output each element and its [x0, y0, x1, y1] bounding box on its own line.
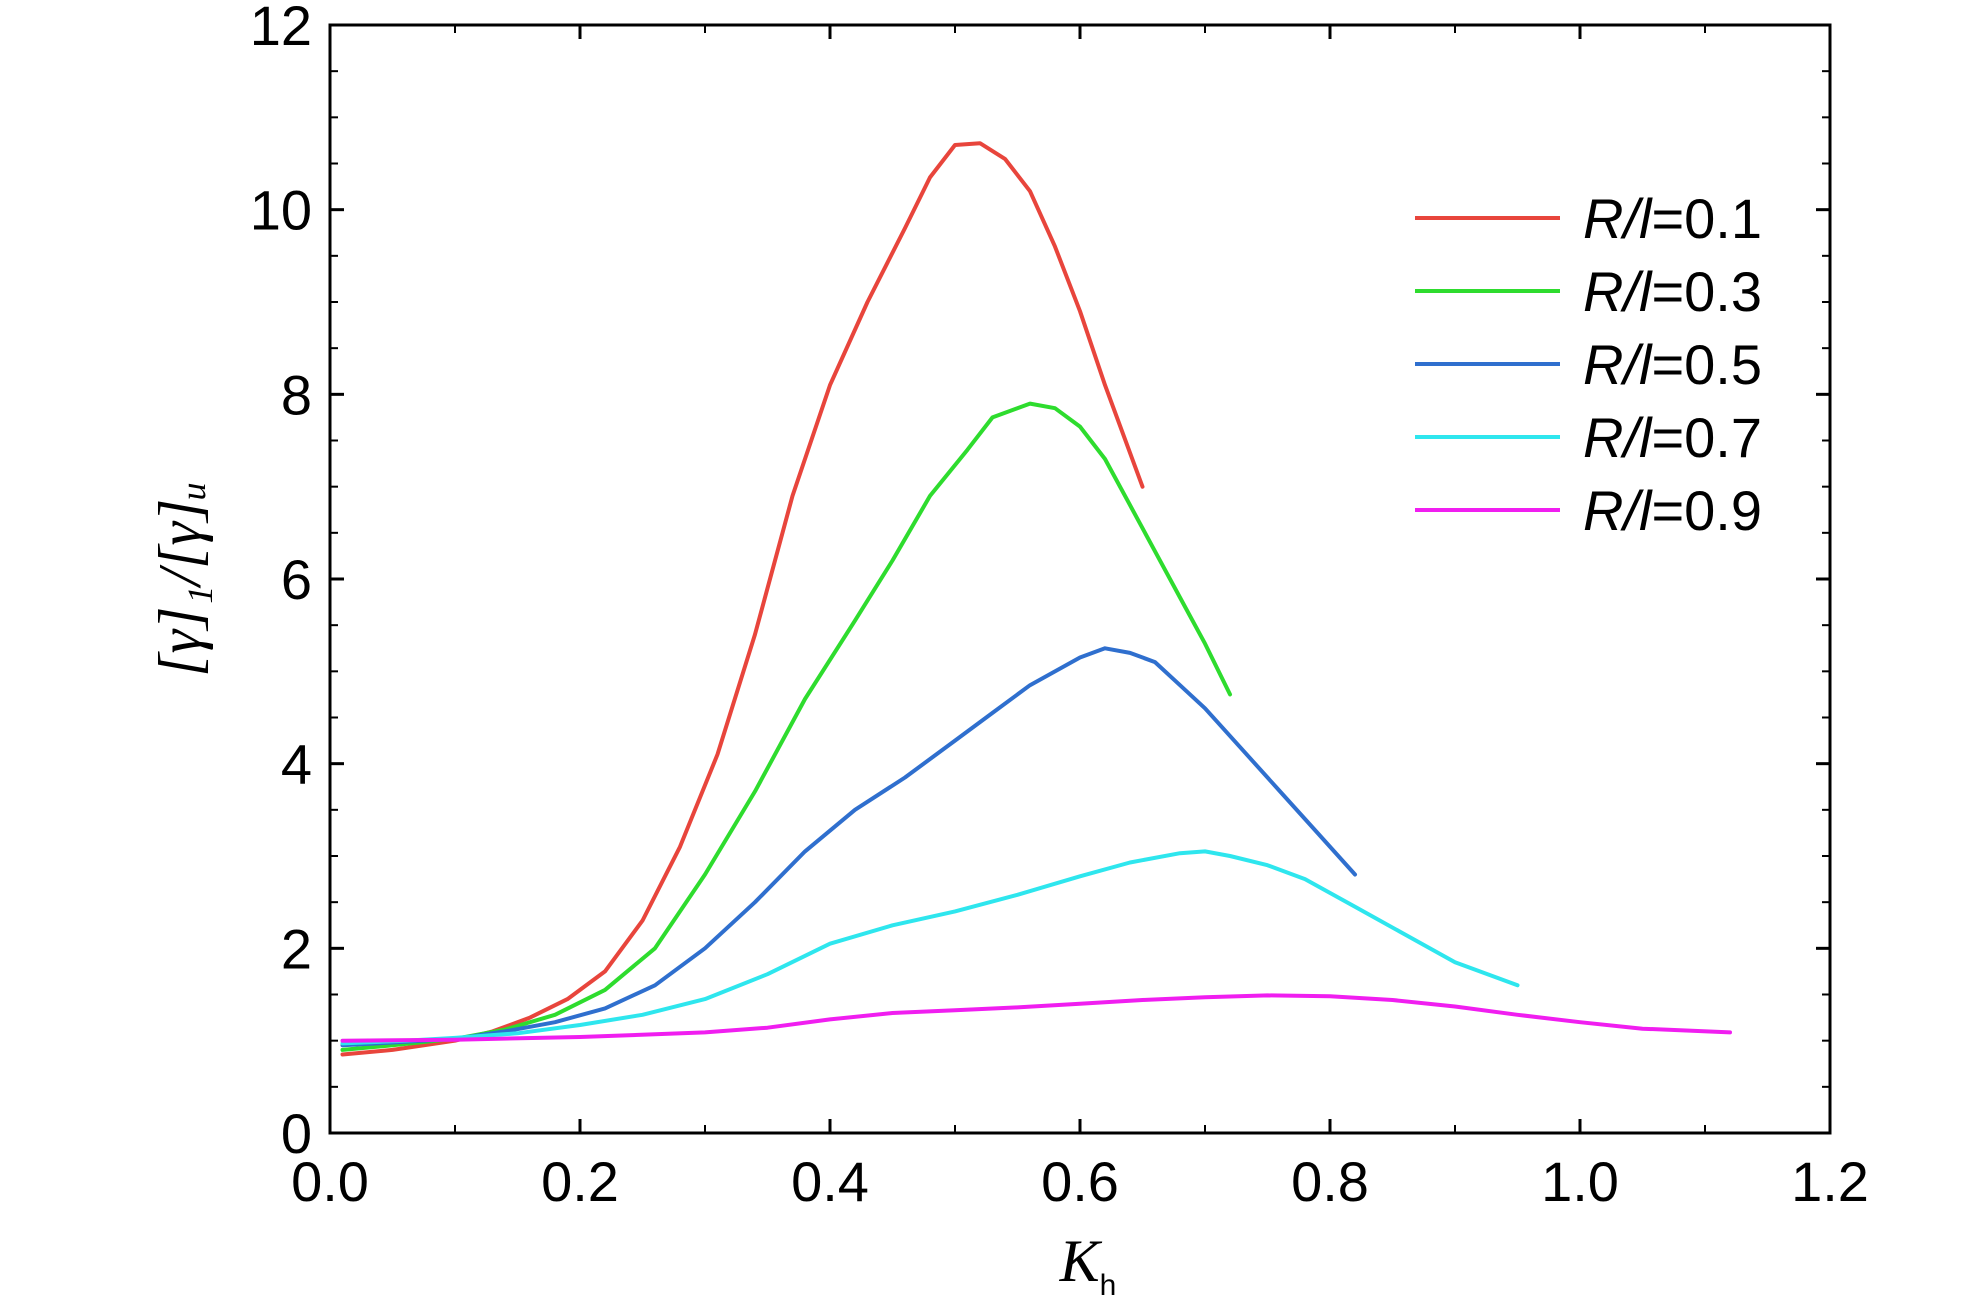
legend-label-5: R/l=0.9	[1583, 479, 1762, 542]
x-axis-label-main: K	[1059, 1228, 1103, 1294]
legend-label-italic: R/l	[1583, 406, 1653, 469]
legend-label-value: =0.9	[1651, 479, 1762, 542]
y-tick-label: 12	[250, 0, 312, 57]
legend-label-italic: R/l	[1583, 333, 1653, 396]
x-tick-label: 1.2	[1791, 1150, 1869, 1213]
series-line-1	[340, 141, 1145, 1057]
y-tick-label: 10	[250, 179, 312, 242]
legend-label-value: =0.5	[1651, 333, 1762, 396]
legend-label-1: R/l=0.1	[1583, 187, 1762, 250]
x-tick-label: 0.4	[791, 1150, 869, 1213]
series-line-4	[340, 849, 1520, 1046]
y-tick-label: 6	[281, 548, 312, 611]
x-tick-label: 0.2	[541, 1150, 619, 1213]
x-tick-label: 0.8	[1291, 1150, 1369, 1213]
x-tick-label: 0.6	[1041, 1150, 1119, 1213]
legend-label-value: =0.3	[1651, 260, 1762, 323]
legend-label-italic: R/l	[1583, 260, 1653, 323]
series-line-5	[340, 993, 1732, 1043]
axis-layer: 0.0 0.2 0.4 0.6 0.8 1.0 1.2 0 2 4 6 8 10 12	[250, 0, 1869, 1213]
legend-label-italic: R/l	[1583, 187, 1653, 250]
legend-label-value: =0.7	[1651, 406, 1762, 469]
x-tick-label: 0.0	[291, 1150, 369, 1213]
series-line-3	[340, 646, 1357, 1048]
legend-label-4: R/l=0.7	[1583, 406, 1762, 469]
x-axis-label-sub: h	[1100, 1269, 1117, 1299]
legend: R/l=0.1R/l=0.3R/l=0.5R/l=0.7R/l=0.9	[1415, 187, 1762, 542]
legend-label-3: R/l=0.5	[1583, 333, 1762, 396]
series-layer	[340, 141, 1732, 1057]
legend-label-2: R/l=0.3	[1583, 260, 1762, 323]
series-line-2	[340, 401, 1232, 1052]
y-axis-label: [γ]₁/[γ]ᵤ	[147, 481, 213, 677]
y-tick-label: 2	[281, 917, 312, 980]
legend-label-value: =0.1	[1651, 187, 1762, 250]
legend-label-italic: R/l	[1583, 479, 1653, 542]
y-tick-label: 4	[281, 733, 312, 796]
y-tick-label: 0	[281, 1102, 312, 1165]
x-axis-label: Kh	[1059, 1228, 1117, 1299]
axis-labels: Kh [γ]₁/[γ]ᵤ	[147, 481, 1116, 1299]
x-tick-label: 1.0	[1541, 1150, 1619, 1213]
y-tick-label: 8	[281, 363, 312, 426]
